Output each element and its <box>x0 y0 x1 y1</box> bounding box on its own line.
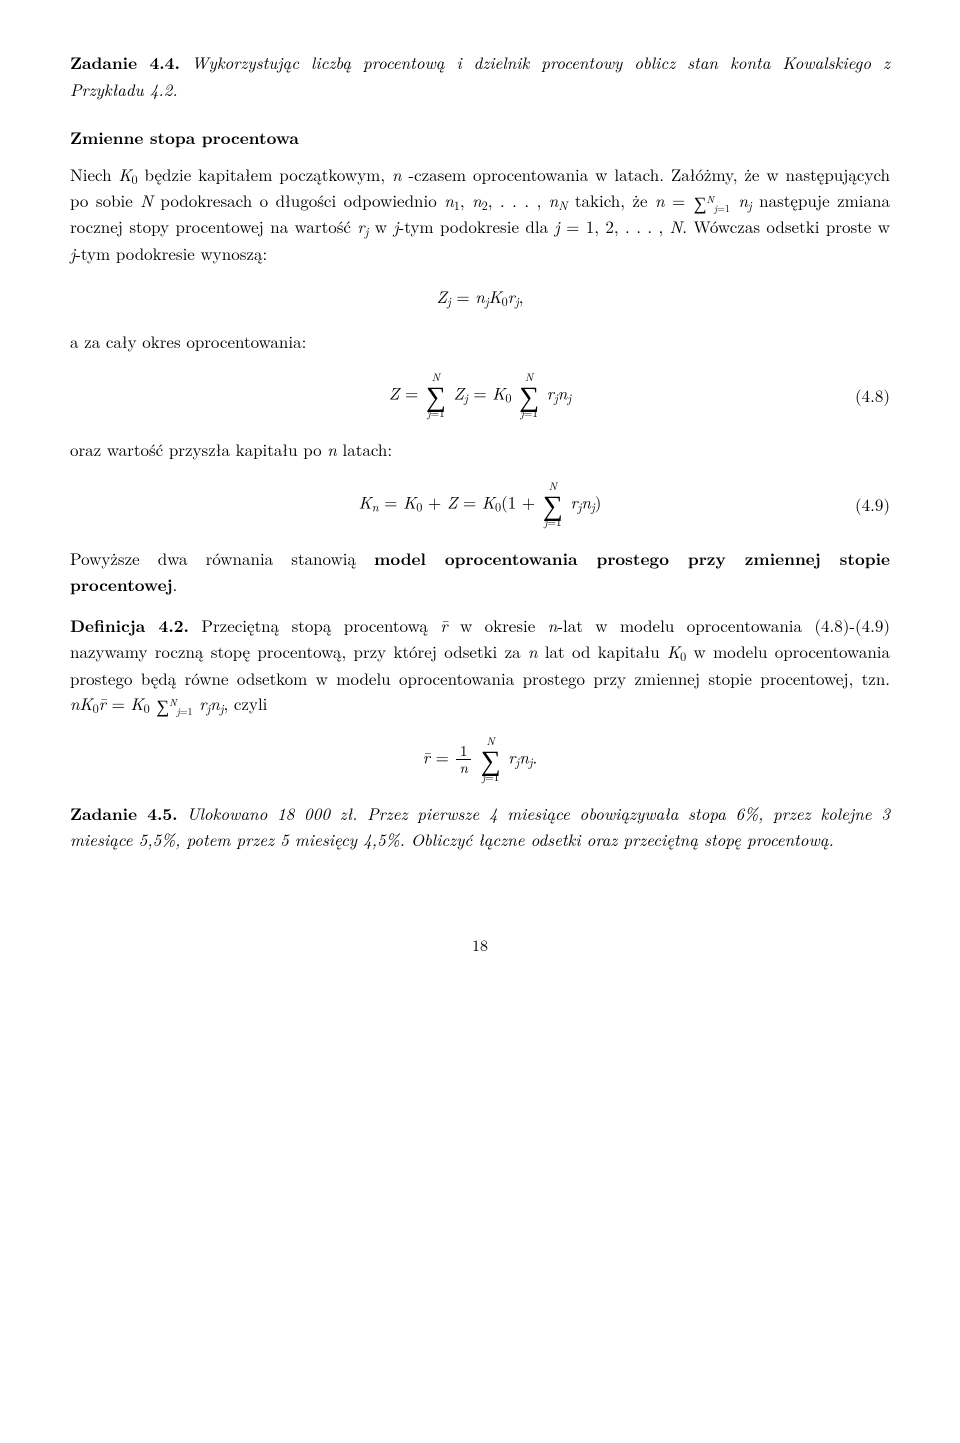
sigma-icon: N ∑ j=1 <box>543 481 563 528</box>
zad44-text: Wykorzystując liczbą procentową i dzieln… <box>70 50 890 101</box>
txt: Przeciętną stopą procentową <box>201 613 440 637</box>
eq-number: (4.8) <box>855 383 890 409</box>
definicja-4-2: Definicja 4.2. Przeciętną stopą procento… <box>70 613 890 718</box>
equation-4-8: Z = N ∑ j=1 Zj = K0 N ∑ j=1 rjnj (4.8) <box>70 372 890 419</box>
zad44-label: Zadanie 4.4. <box>70 51 180 75</box>
zadanie-4-5: Zadanie 4.5. Ulokowano 18 000 zł. Przez … <box>70 801 890 853</box>
eq-content: Kn = K0 + Z = K0(1 + N ∑ j=1 rjnj) <box>359 481 602 528</box>
paragraph-4: Powyższe dwa równania stanowią model opr… <box>70 546 890 599</box>
txt: Powyższe dwa równania stanowią <box>70 546 374 570</box>
equation-4-9: Kn = K0 + Z = K0(1 + N ∑ j=1 rjnj) (4.9) <box>70 481 890 528</box>
eq-number: (4.9) <box>855 492 890 518</box>
fraction: 1 n <box>456 743 470 776</box>
txt: , czyli <box>223 691 267 715</box>
txt: . Wówczas odsetki proste w <box>682 214 890 238</box>
equation-rbar: r̄ = 1 n N ∑ j=1 rjnj. <box>70 736 890 783</box>
paragraph-2: a za cały okres oprocentowania: <box>70 329 890 355</box>
zadanie-4-4: Zadanie 4.4. Wykorzystując liczbą procen… <box>70 50 890 102</box>
txt: podokresach o długości odpowiednio <box>153 188 444 212</box>
sum-inline-icon: ∑Nj=1 <box>156 697 192 716</box>
sigma-icon: N ∑ j=1 <box>481 736 501 783</box>
paragraph-3: oraz wartość przyszła kapitału po n lata… <box>70 437 890 463</box>
section-heading: Zmienne stopa procentowa <box>70 126 890 152</box>
txt: -tym podokresie wynoszą: <box>75 241 267 265</box>
txt: w okresie <box>448 613 548 637</box>
sigma-icon: N ∑ j=1 <box>426 372 446 419</box>
txt: latach: <box>337 437 392 461</box>
txt: będzie kapitałem początkowym, <box>138 162 392 186</box>
sum-inline-icon: ∑Nj=1 <box>694 194 730 213</box>
page-number: 18 <box>70 933 890 957</box>
txt: w <box>368 214 393 238</box>
def-label: Definicja 4.2. <box>70 614 189 638</box>
txt: oraz wartość przyszła kapitału po <box>70 437 327 461</box>
eq-content: Zj = njK0rj, <box>437 284 524 310</box>
eq-content: Z = N ∑ j=1 Zj = K0 N ∑ j=1 rjnj <box>389 372 571 419</box>
txt: lat od kapitału <box>538 639 667 663</box>
txt: . <box>173 572 178 596</box>
txt: takich, że <box>567 188 655 212</box>
zad45-text: Ulokowano 18 000 zł. Przez pierwsze 4 mi… <box>70 801 890 852</box>
sigma-icon: N ∑ j=1 <box>519 372 539 419</box>
equation-zj: Zj = njK0rj, <box>70 284 890 310</box>
paragraph-intro: Niech K0 będzie kapitałem początkowym, n… <box>70 162 890 267</box>
zad45-label: Zadanie 4.5. <box>70 802 178 826</box>
txt: Niech <box>70 162 118 186</box>
txt: -tym podokresie dla <box>399 214 555 238</box>
eq-content: r̄ = 1 n N ∑ j=1 rjnj. <box>423 736 538 783</box>
